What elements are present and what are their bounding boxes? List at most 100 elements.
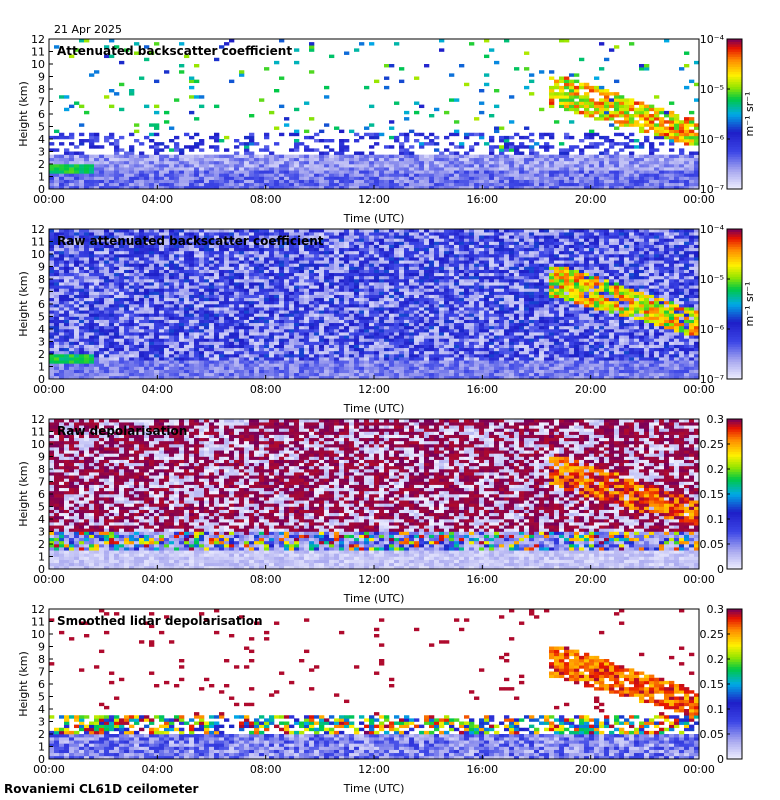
heatmap-cell	[274, 304, 280, 308]
heatmap-cell	[304, 304, 310, 308]
y-tick-label: 9	[38, 71, 45, 84]
heatmap-cell	[419, 157, 425, 162]
heatmap-cell	[244, 176, 250, 180]
heatmap-cell	[174, 176, 180, 180]
y-tick-label: 5	[38, 121, 45, 134]
heatmap-cell	[234, 170, 240, 174]
heatmap-cell	[264, 304, 270, 308]
heatmap-cell	[619, 185, 625, 190]
heatmap-cell	[54, 232, 60, 236]
heatmap-cell	[229, 369, 235, 374]
heatmap-cell	[124, 329, 130, 333]
heatmap-cell	[249, 272, 255, 277]
heatmap-cell	[119, 363, 125, 367]
heatmap-cell	[179, 288, 185, 292]
heatmap-cell	[54, 254, 60, 258]
heatmap-cell	[589, 185, 595, 190]
heatmap-cell	[109, 366, 115, 370]
heatmap-cell	[164, 329, 170, 333]
heatmap-cell	[219, 329, 225, 333]
heatmap-cell	[99, 354, 105, 358]
heatmap-cell	[144, 375, 150, 380]
heatmap-cell	[589, 129, 595, 134]
heatmap-cell	[69, 300, 75, 305]
heatmap-cell	[299, 164, 305, 168]
heatmap-cell	[229, 297, 235, 302]
heatmap-cell	[669, 157, 675, 162]
heatmap-cell	[689, 185, 695, 190]
heatmap-cell	[639, 160, 645, 165]
heatmap-cell	[259, 375, 265, 380]
heatmap-cell	[249, 164, 255, 168]
heatmap-cell	[294, 341, 300, 345]
heatmap-cell	[299, 260, 305, 264]
heatmap-cell	[204, 173, 210, 177]
heatmap-cell	[129, 354, 135, 358]
heatmap-cell	[244, 366, 250, 370]
heatmap-cell	[434, 142, 440, 146]
heatmap-cell	[604, 154, 610, 159]
heatmap-cell	[289, 344, 295, 349]
heatmap-cell	[614, 95, 620, 99]
heatmap-cell	[124, 182, 130, 187]
heatmap-cell	[544, 164, 550, 168]
heatmap-cell	[609, 173, 615, 177]
heatmap-cell	[624, 167, 630, 171]
heatmap-cell	[649, 117, 655, 121]
heatmap-cell	[459, 176, 465, 180]
heatmap-cell	[249, 335, 255, 339]
y-tick-label: 8	[38, 83, 45, 96]
heatmap-cell	[134, 369, 140, 374]
heatmap-cell	[159, 319, 165, 324]
x-tick-label: 04:00	[141, 193, 173, 206]
heatmap-cell	[469, 154, 475, 159]
heatmap-cell	[574, 179, 580, 184]
heatmap-cell	[269, 241, 275, 245]
heatmap-cell	[224, 135, 230, 140]
heatmap-cell	[274, 329, 280, 333]
heatmap-cell	[124, 341, 130, 345]
heatmap-cell	[144, 260, 150, 264]
heatmap-cell	[129, 160, 135, 165]
heatmap-cell	[219, 275, 225, 280]
heatmap-cell	[169, 170, 175, 174]
heatmap-cell	[109, 179, 115, 184]
heatmap-cell	[79, 285, 85, 289]
heatmap-cell	[119, 369, 125, 374]
heatmap-cell	[629, 167, 635, 171]
heatmap-cell	[229, 241, 235, 245]
heatmap-cell	[144, 307, 150, 311]
heatmap-cell	[109, 310, 115, 314]
heatmap-cell	[99, 257, 105, 261]
heatmap-cell	[434, 154, 440, 159]
heatmap-cell	[99, 366, 105, 370]
heatmap-cell	[559, 92, 565, 96]
heatmap-cell	[444, 179, 450, 184]
heatmap-cell	[314, 357, 320, 361]
heatmap-cell	[84, 173, 90, 177]
heatmap-cell	[139, 307, 145, 311]
heatmap-cell	[204, 372, 210, 377]
heatmap-cell	[259, 294, 265, 299]
heatmap-cell	[324, 313, 330, 317]
heatmap-cell	[234, 322, 240, 327]
heatmap-cell	[694, 170, 700, 174]
heatmap-cell	[364, 185, 370, 190]
heatmap-cell	[579, 185, 585, 190]
heatmap-cell	[154, 179, 160, 184]
heatmap-cell	[174, 173, 180, 177]
heatmap-cell	[149, 185, 155, 190]
heatmap-cell	[89, 360, 95, 364]
heatmap-cell	[179, 363, 185, 367]
heatmap-cell	[549, 160, 555, 165]
heatmap-cell	[124, 269, 130, 274]
heatmap-cell	[149, 372, 155, 377]
heatmap-cell	[134, 294, 140, 299]
heatmap-cell	[99, 325, 105, 330]
heatmap-cell	[54, 366, 60, 370]
heatmap-cell	[104, 297, 110, 302]
heatmap-cell	[554, 167, 560, 171]
heatmap-cell	[144, 235, 150, 239]
heatmap-cell	[644, 164, 650, 168]
heatmap-cell	[304, 282, 310, 286]
